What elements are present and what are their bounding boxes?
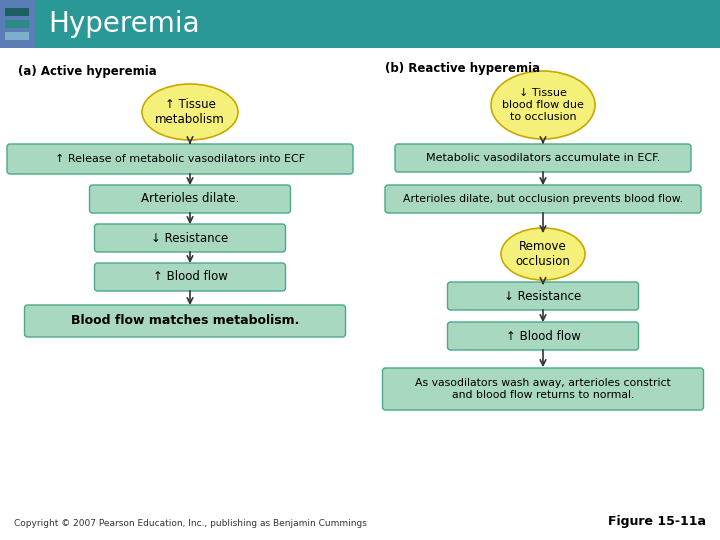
Text: ↑ Release of metabolic vasodilators into ECF: ↑ Release of metabolic vasodilators into… bbox=[55, 154, 305, 164]
Text: ↑ Blood flow: ↑ Blood flow bbox=[153, 271, 228, 284]
Text: As vasodilators wash away, arterioles constrict
and blood flow returns to normal: As vasodilators wash away, arterioles co… bbox=[415, 378, 671, 400]
FancyBboxPatch shape bbox=[24, 305, 346, 337]
FancyBboxPatch shape bbox=[89, 185, 290, 213]
Bar bbox=[0, 0, 35, 48]
FancyBboxPatch shape bbox=[385, 185, 701, 213]
FancyBboxPatch shape bbox=[94, 224, 286, 252]
FancyBboxPatch shape bbox=[382, 368, 703, 410]
Text: ↓ Resistance: ↓ Resistance bbox=[505, 289, 582, 302]
Text: (b) Reactive hyperemia: (b) Reactive hyperemia bbox=[385, 62, 540, 75]
Ellipse shape bbox=[501, 228, 585, 280]
Bar bbox=[5, 20, 29, 28]
Text: Copyright © 2007 Pearson Education, Inc., publishing as Benjamin Cummings: Copyright © 2007 Pearson Education, Inc.… bbox=[14, 519, 367, 528]
Ellipse shape bbox=[142, 84, 238, 140]
Text: Metabolic vasodilators accumulate in ECF.: Metabolic vasodilators accumulate in ECF… bbox=[426, 153, 660, 163]
FancyBboxPatch shape bbox=[448, 322, 639, 350]
FancyBboxPatch shape bbox=[448, 282, 639, 310]
Bar bbox=[5, 8, 29, 16]
FancyBboxPatch shape bbox=[94, 263, 286, 291]
Bar bbox=[35, 0, 720, 48]
Text: (a) Active hyperemia: (a) Active hyperemia bbox=[18, 65, 157, 78]
Text: Figure 15-11a: Figure 15-11a bbox=[608, 515, 706, 528]
Text: ↑ Tissue
metabolism: ↑ Tissue metabolism bbox=[155, 98, 225, 126]
FancyBboxPatch shape bbox=[395, 144, 691, 172]
Text: Remove
occlusion: Remove occlusion bbox=[516, 240, 570, 268]
Text: Hyperemia: Hyperemia bbox=[48, 10, 199, 38]
Text: ↓ Tissue
blood flow due
to occlusion: ↓ Tissue blood flow due to occlusion bbox=[502, 89, 584, 122]
FancyBboxPatch shape bbox=[7, 144, 353, 174]
Bar bbox=[5, 32, 29, 40]
Ellipse shape bbox=[491, 71, 595, 139]
Text: ↓ Resistance: ↓ Resistance bbox=[151, 232, 229, 245]
Text: Blood flow matches metabolism.: Blood flow matches metabolism. bbox=[71, 314, 300, 327]
Text: ↑ Blood flow: ↑ Blood flow bbox=[505, 329, 580, 342]
Text: Arterioles dilate, but occlusion prevents blood flow.: Arterioles dilate, but occlusion prevent… bbox=[403, 194, 683, 204]
Text: Arterioles dilate.: Arterioles dilate. bbox=[141, 192, 239, 206]
